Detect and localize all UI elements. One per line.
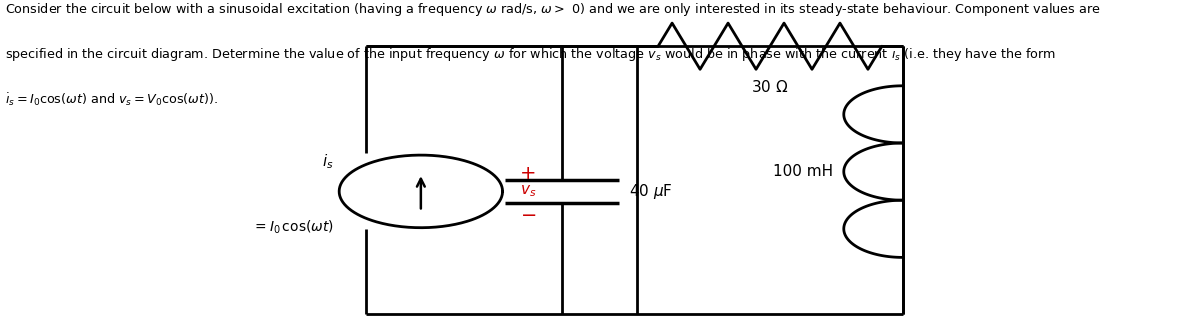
Text: 100 mH: 100 mH <box>773 164 833 179</box>
Text: $\dot{\imath}_s = I_0\cos(\omega t)$ and $v_s = V_0\cos(\omega t)$).: $\dot{\imath}_s = I_0\cos(\omega t)$ and… <box>5 92 219 109</box>
Text: 30 $\Omega$: 30 $\Omega$ <box>752 79 789 95</box>
Text: $v_s$: $v_s$ <box>520 183 537 199</box>
Text: 40 $\mu$F: 40 $\mu$F <box>629 182 673 201</box>
Text: +: + <box>520 164 537 183</box>
Text: $= I_0\,\cos(\omega t)$: $= I_0\,\cos(\omega t)$ <box>252 219 334 236</box>
Text: $-$: $-$ <box>520 204 537 223</box>
Text: Consider the circuit below with a sinusoidal excitation (having a frequency $\om: Consider the circuit below with a sinuso… <box>5 1 1101 18</box>
Text: $i_s$: $i_s$ <box>322 153 334 172</box>
Text: specified in the circuit diagram. Determine the value of the input frequency $\o: specified in the circuit diagram. Determ… <box>5 46 1056 64</box>
